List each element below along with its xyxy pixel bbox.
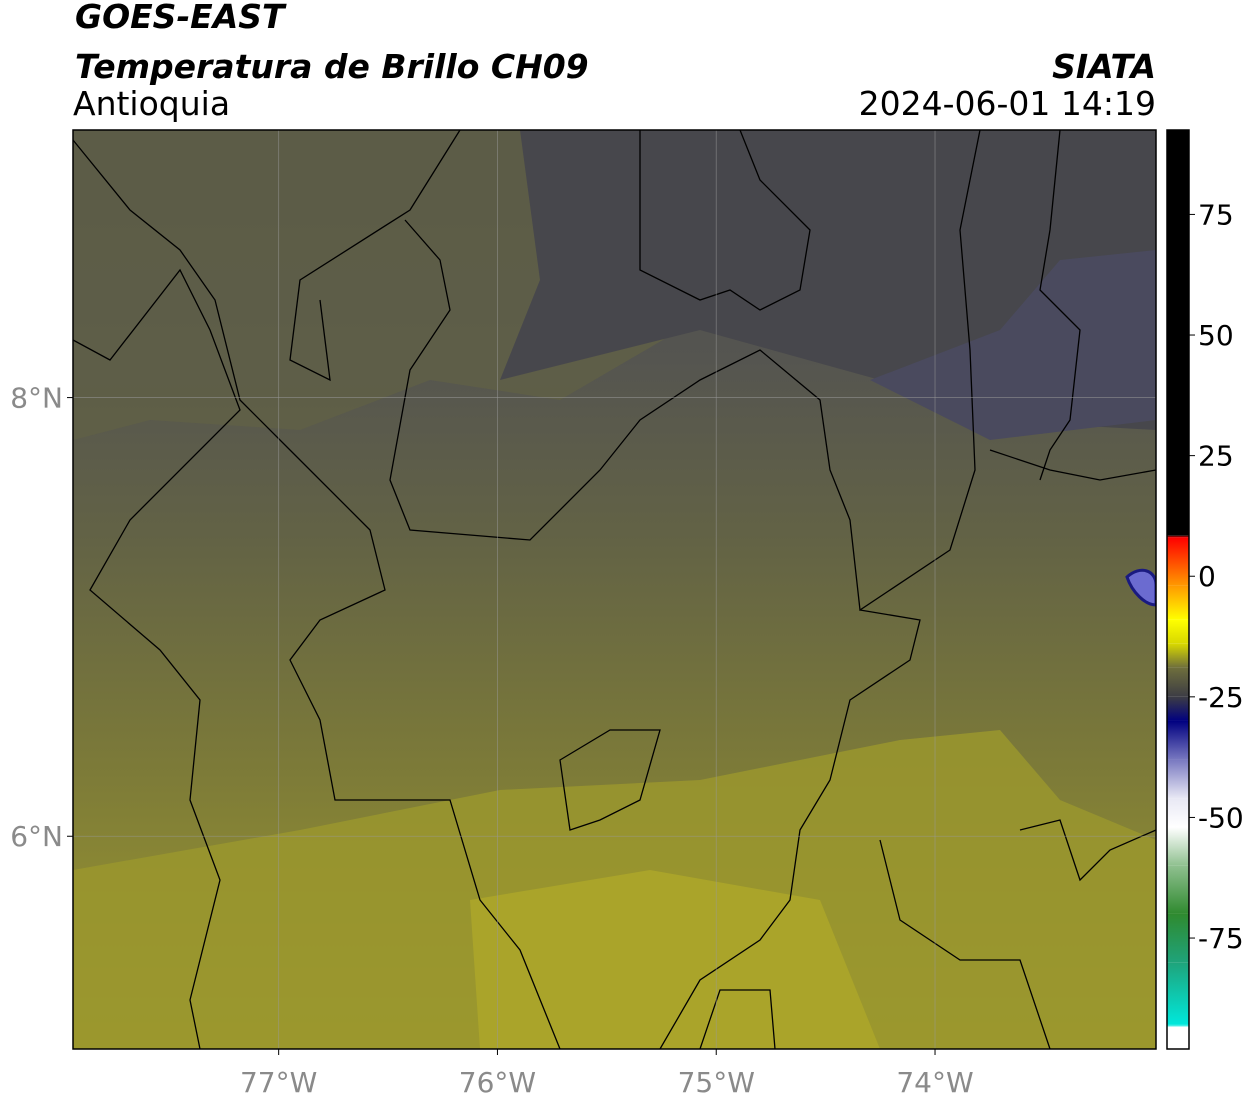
borders — [73, 130, 1156, 1049]
colorbar-tick-label: -25 — [1198, 681, 1244, 714]
colorbar-segment — [1167, 913, 1189, 963]
colorbar-segment — [1167, 537, 1189, 586]
colorbar-segment — [1167, 1024, 1189, 1028]
region: Antioquia — [73, 84, 230, 123]
colorbar-tick-label: 25 — [1198, 440, 1234, 473]
colorbar-segment — [1167, 1027, 1189, 1049]
map-image — [73, 130, 1156, 1049]
map-frame — [72, 129, 1157, 1050]
x-tick-label: 75°W — [678, 1066, 755, 1099]
title: GOES-EAST — [75, 0, 287, 36]
y-tick-label: 8°N — [10, 382, 63, 415]
cloud-region — [470, 870, 880, 1049]
colorbar-tick-label: 0 — [1198, 560, 1216, 593]
colorbar-segment — [1167, 130, 1189, 536]
colorbar-tick-label: 50 — [1198, 319, 1234, 352]
colorbar-segment — [1167, 696, 1189, 721]
colorbar-segment — [1167, 865, 1189, 914]
datetime: 2024-06-01 14:19 — [859, 84, 1156, 123]
colorbar-tick-label: 75 — [1198, 198, 1234, 231]
colorbar-tick-label: -75 — [1198, 922, 1244, 955]
cold-cloud — [1125, 568, 1156, 607]
y-tick-label: 6°N — [10, 820, 63, 853]
colorbar-segment — [1167, 619, 1189, 644]
subtitle: Temperatura de Brillo CH09 — [75, 47, 589, 86]
colorbar-segment — [1167, 720, 1189, 760]
colorbar-segment — [1167, 585, 1189, 620]
colorbar-segment — [1167, 827, 1189, 866]
cloud-region — [870, 250, 1156, 440]
colorbar-segment — [1167, 962, 1189, 1025]
colorbar-segment — [1167, 798, 1189, 828]
x-tick-label: 76°W — [459, 1066, 536, 1099]
colorbar-segment — [1167, 759, 1189, 799]
colorbar-segment — [1167, 643, 1189, 668]
axes: 77°W 76°W 75°W 74°W 6°N 8°N -75 -50 -25 0 25 50 75 — [10, 130, 1244, 1099]
colorbar-segment — [1167, 667, 1189, 697]
colorbar-frame — [1166, 129, 1190, 1050]
x-tick-label: 77°W — [240, 1066, 317, 1099]
source: SIATA — [1052, 47, 1156, 86]
colorbar-tick-label: -50 — [1198, 801, 1244, 834]
x-tick-label: 74°W — [896, 1066, 973, 1099]
colorbar-segment — [1167, 535, 1189, 538]
